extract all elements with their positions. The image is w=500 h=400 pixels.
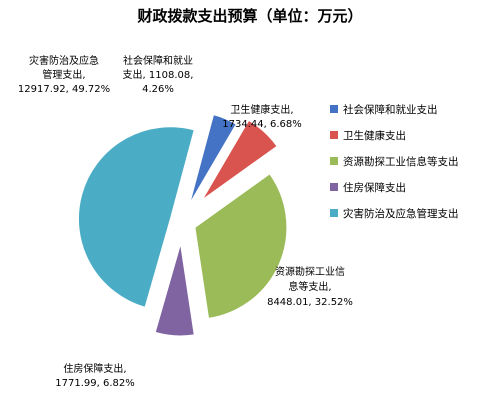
legend-swatch	[330, 131, 338, 139]
slice-data-label: 卫生健康支出, 1734.44, 6.68%	[222, 103, 301, 130]
legend-item: 卫生健康支出	[343, 129, 406, 142]
pie-slice	[201, 119, 278, 201]
pie-slice	[154, 243, 195, 337]
slice-data-label: 资源勘探工业信息等支出, 8448.01, 32.52%	[267, 265, 353, 308]
pie-slice	[77, 126, 195, 308]
legend-swatch	[330, 105, 338, 113]
legend-swatch	[330, 209, 338, 217]
pie-slice	[194, 173, 288, 319]
slice-data-label: 住房保障支出, 1771.99, 6.82%	[55, 362, 134, 389]
slice-data-label: 灾害防治及应急管理支出, 12917.92, 49.72%	[18, 54, 110, 95]
legend-item: 资源勘探工业信息等支出	[343, 155, 459, 168]
legend-item: 社会保障和就业支出	[343, 103, 438, 116]
legend-swatch	[330, 183, 338, 191]
chart-title: 财政拨款支出预算（单位：万元）	[137, 7, 362, 25]
legend-item: 灾害防治及应急管理支出	[343, 207, 459, 220]
legend-item: 住房保障支出	[343, 181, 406, 194]
slice-data-label: 社会保障和就业支出, 1108.08, 4.26%	[123, 54, 194, 95]
pie-slice	[189, 114, 237, 204]
legend-swatch	[330, 157, 338, 165]
